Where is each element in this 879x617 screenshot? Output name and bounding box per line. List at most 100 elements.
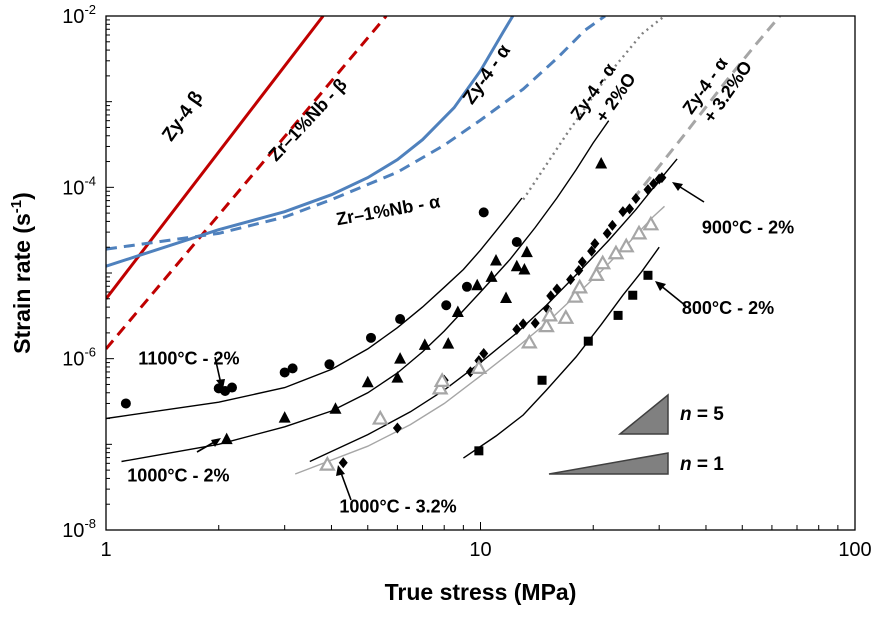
model-curve-zr-1-nb (106, 16, 388, 350)
model-curve-zr-1-nb (106, 16, 606, 251)
data-point (541, 306, 559, 322)
data-point (465, 366, 475, 378)
annotation-label-900: 900°C - 2% (702, 217, 794, 237)
data-point (365, 332, 376, 343)
data-point (395, 314, 406, 325)
arrow-800 (659, 284, 687, 307)
slope-label-n1: n = 1 (680, 454, 724, 475)
slope-triangle-n1 (548, 452, 669, 475)
data-point (474, 446, 484, 456)
slope-label-n1-n: n (680, 454, 692, 475)
data-points (120, 156, 667, 471)
data-point (441, 300, 452, 311)
model-curve-zy-4-3-2-o (631, 16, 782, 201)
data-point (643, 270, 653, 280)
arrowhead-1000-32 (336, 465, 345, 476)
y-tick-base: 10 (62, 177, 84, 199)
data-point (418, 338, 431, 350)
data-point (278, 411, 291, 423)
annotation-text: Zr–1%Nb - α (335, 191, 442, 229)
y-axis-title-main: Strain rate (s (9, 213, 35, 354)
x-tick-label: 100 (838, 539, 871, 561)
data-point (518, 262, 531, 275)
model-curve-zy-4 (106, 16, 325, 300)
data-point (490, 253, 503, 266)
data-point (451, 305, 464, 318)
y-tick-exp: -8 (84, 516, 96, 531)
annotation-text: 1100°C - 2% (138, 348, 239, 368)
data-point (287, 363, 298, 374)
data-point (602, 227, 612, 239)
data-point (511, 237, 522, 248)
data-point (392, 422, 402, 434)
data-point (433, 372, 451, 388)
y-axis-title-end: ) (9, 192, 35, 200)
data-point (642, 215, 660, 231)
y-tick-label: 10-6 (62, 345, 96, 371)
y-tick-exp: -2 (84, 2, 96, 17)
annotation-zy4-beta: Zy-4 β (158, 87, 207, 145)
annotation-text: Zy-4 β (158, 87, 207, 145)
data-point (518, 318, 528, 330)
annotation-zr1nb-alpha: Zr–1%Nb - α (335, 191, 442, 229)
data-point (371, 409, 389, 425)
data-point (500, 291, 513, 304)
data-point (566, 287, 584, 303)
data-point (470, 359, 488, 375)
series-800-c-2 (474, 270, 653, 456)
annotation-label-1100: 1100°C - 2% (138, 348, 239, 368)
y-tick-base: 10 (62, 349, 84, 371)
fit-line-900-c-2 (309, 158, 678, 463)
arrowhead-1100 (216, 379, 225, 389)
data-point (537, 375, 547, 385)
data-point (631, 193, 641, 205)
data-point (361, 375, 374, 388)
annotation-text: Zr–1%Nb - β (265, 75, 351, 165)
x-tick-label: 10 (469, 539, 491, 561)
annotation-label-800: 800°C - 2% (682, 298, 774, 318)
data-point (318, 455, 336, 471)
data-point (478, 207, 489, 218)
data-point (649, 178, 659, 190)
fit-line-1000-c-2 (121, 120, 610, 463)
y-tick-label: 10-2 (62, 2, 96, 28)
data-point (577, 256, 587, 268)
annotation-label-1000: 1000°C - 2% (127, 465, 229, 485)
data-point (391, 371, 404, 383)
y-tick-exp: -4 (84, 173, 96, 188)
data-point (120, 398, 131, 409)
data-point (566, 273, 576, 285)
data-point (324, 359, 335, 370)
series-1000-c-3-2 (318, 215, 660, 471)
data-point (552, 283, 562, 295)
data-point (587, 245, 597, 257)
data-point (512, 323, 522, 335)
annotation-zr1nb-beta: Zr–1%Nb - β (265, 75, 351, 165)
data-point (510, 259, 523, 272)
fit-lines (106, 120, 678, 475)
arrow-900 (676, 184, 705, 203)
data-point (329, 402, 342, 414)
data-point (479, 347, 489, 359)
slope-label-n5: n = 5 (680, 404, 724, 425)
data-point (595, 156, 608, 169)
data-point (628, 290, 638, 300)
data-point (431, 379, 449, 395)
slope-label-n5-value: = 5 (692, 404, 725, 425)
slope-triangles: n = 5 n = 1 (548, 393, 724, 475)
y-tick-base: 10 (62, 6, 84, 28)
data-point (607, 244, 625, 260)
fit-line-1000-c-3-2 (294, 205, 665, 475)
data-point (588, 266, 605, 282)
arrowhead-1000 (211, 438, 221, 447)
data-point (442, 337, 455, 349)
y-tick-label: 10-8 (62, 516, 96, 542)
slope-triangle-n5 (617, 393, 669, 435)
model-curve-zy-4 (106, 16, 515, 268)
data-point (574, 264, 584, 276)
data-point (461, 281, 472, 292)
model-curve-zy-4-2-o (522, 16, 666, 201)
data-point (338, 457, 348, 469)
